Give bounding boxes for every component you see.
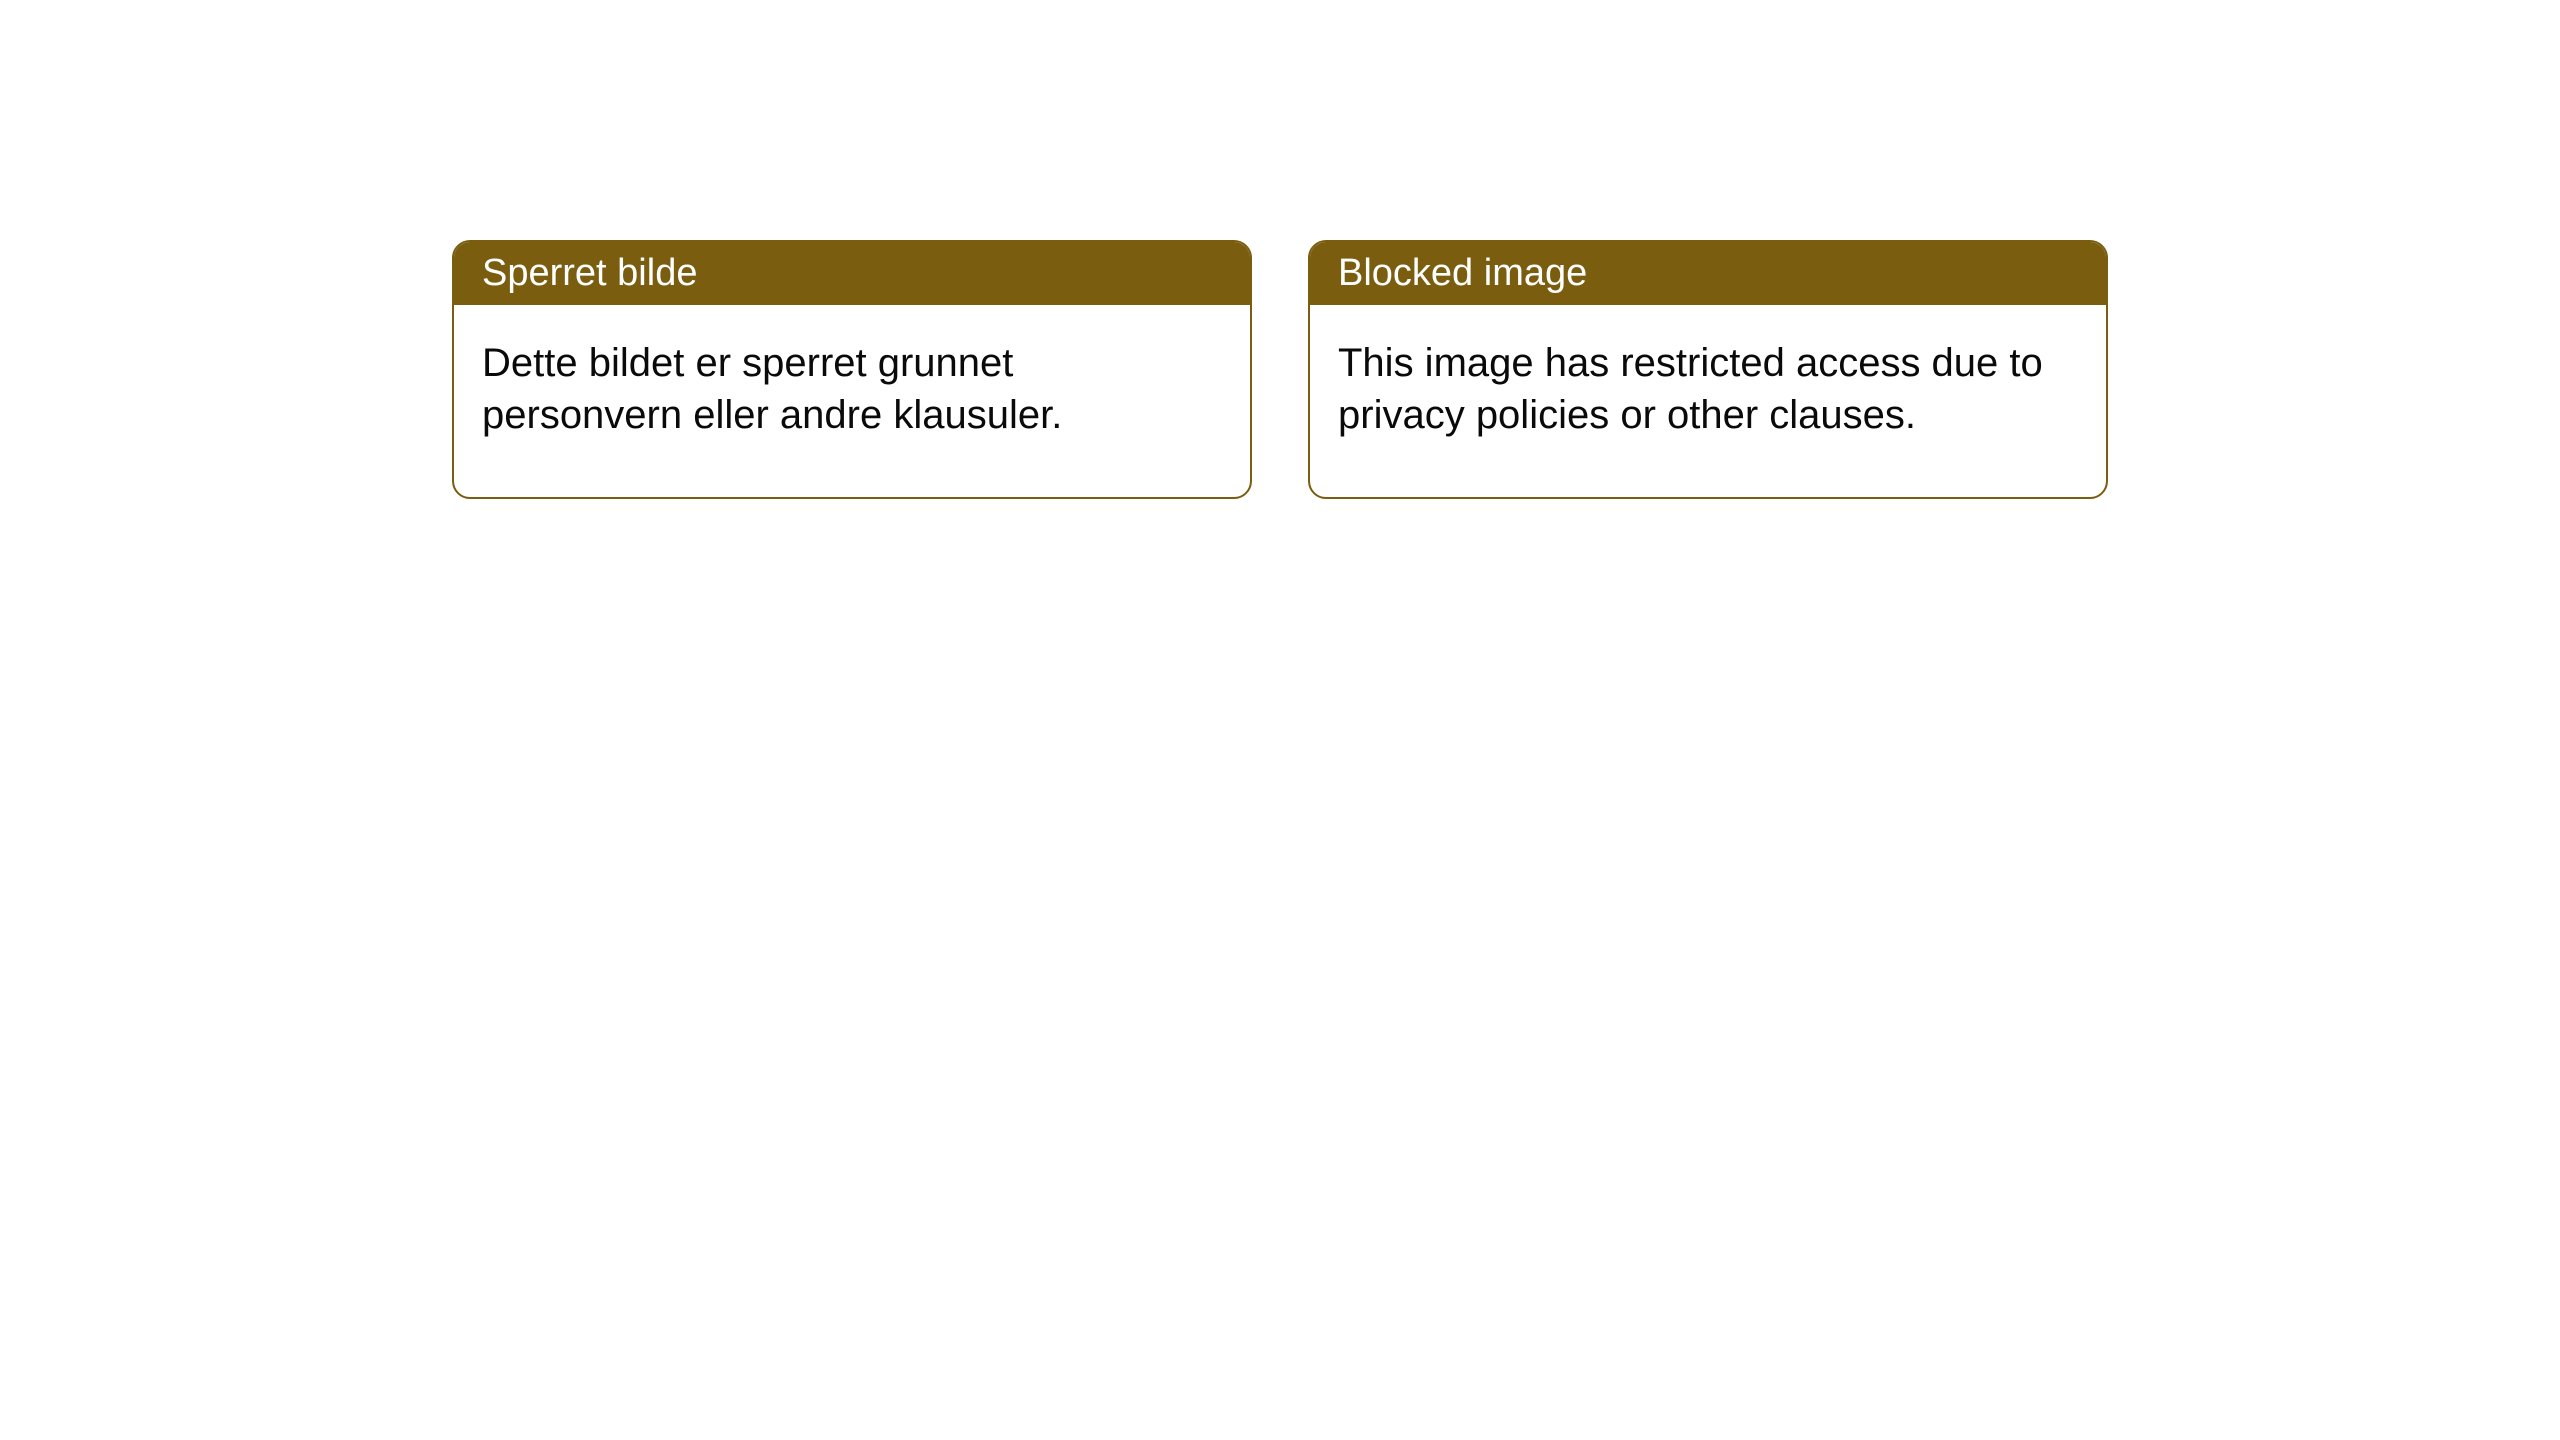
notice-card-english: Blocked image This image has restricted … (1308, 240, 2108, 499)
card-body-norwegian: Dette bildet er sperret grunnet personve… (454, 305, 1250, 497)
card-body-english: This image has restricted access due to … (1310, 305, 2106, 497)
card-text-english: This image has restricted access due to … (1338, 341, 2043, 437)
card-header-english: Blocked image (1310, 242, 2106, 305)
card-header-norwegian: Sperret bilde (454, 242, 1250, 305)
card-title-norwegian: Sperret bilde (482, 252, 697, 294)
notice-cards-container: Sperret bilde Dette bildet er sperret gr… (452, 240, 2108, 499)
card-text-norwegian: Dette bildet er sperret grunnet personve… (482, 341, 1062, 437)
notice-card-norwegian: Sperret bilde Dette bildet er sperret gr… (452, 240, 1252, 499)
card-title-english: Blocked image (1338, 252, 1587, 294)
